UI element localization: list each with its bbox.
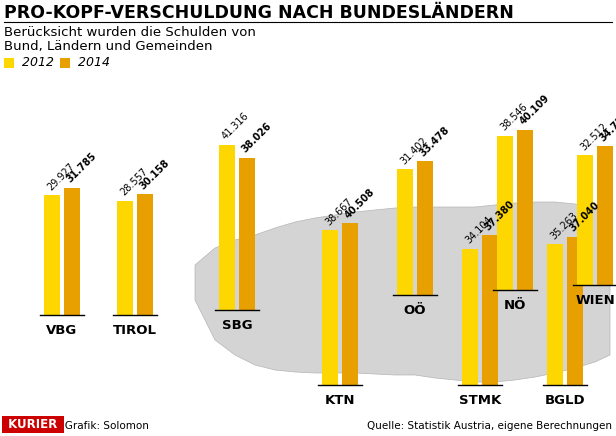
- Bar: [4, 58, 14, 68]
- Text: VBG: VBG: [46, 324, 78, 337]
- Bar: [567, 237, 583, 385]
- Polygon shape: [195, 202, 610, 382]
- Text: 29.927: 29.927: [46, 161, 76, 192]
- Text: SBG: SBG: [222, 319, 253, 332]
- Bar: [238, 158, 254, 310]
- Text: Berücksicht wurden die Schulden von: Berücksicht wurden die Schulden von: [4, 26, 256, 39]
- Text: Quelle: Statistik Austria, eigene Berechnungen: Quelle: Statistik Austria, eigene Berech…: [367, 421, 612, 431]
- Bar: [463, 249, 479, 385]
- Bar: [63, 188, 79, 315]
- Text: 34.726: 34.726: [598, 109, 616, 143]
- Text: 28.557: 28.557: [118, 167, 150, 198]
- Bar: [548, 244, 564, 385]
- Bar: [397, 170, 413, 295]
- Bar: [118, 201, 134, 315]
- Text: 37.380: 37.380: [482, 199, 516, 232]
- Text: 31.785: 31.785: [65, 151, 98, 185]
- Text: Grafik: Solomon: Grafik: Solomon: [55, 421, 149, 431]
- Text: 37.040: 37.040: [567, 200, 601, 234]
- Bar: [497, 136, 513, 290]
- Text: 34.104: 34.104: [463, 215, 494, 245]
- Bar: [416, 161, 432, 295]
- Bar: [219, 145, 235, 310]
- Text: 38.546: 38.546: [498, 102, 529, 133]
- Text: TIROL: TIROL: [113, 324, 157, 337]
- Bar: [577, 155, 593, 285]
- Text: NÖ: NÖ: [504, 299, 526, 312]
- Text: 38.026: 38.026: [240, 121, 274, 155]
- Text: 40.508: 40.508: [342, 186, 376, 220]
- Text: 40.109: 40.109: [517, 93, 551, 126]
- Text: Bund, Ländern und Gemeinden: Bund, Ländern und Gemeinden: [4, 40, 213, 53]
- Bar: [517, 129, 533, 290]
- Bar: [322, 230, 338, 385]
- Text: 32.512: 32.512: [578, 121, 609, 152]
- Text: KTN: KTN: [325, 394, 355, 407]
- Text: WIEN: WIEN: [575, 294, 615, 307]
- Text: 2012: 2012: [18, 57, 54, 69]
- Bar: [60, 58, 70, 68]
- Text: PRO-KOPF-VERSCHULDUNG NACH BUNDESLÄNDERN: PRO-KOPF-VERSCHULDUNG NACH BUNDESLÄNDERN: [4, 4, 514, 22]
- Text: 38.667: 38.667: [323, 196, 354, 227]
- Text: 2014: 2014: [74, 57, 110, 69]
- Text: 31.402: 31.402: [399, 136, 429, 167]
- Text: STMK: STMK: [459, 394, 501, 407]
- Text: OÖ: OÖ: [403, 304, 426, 317]
- Text: 33.478: 33.478: [418, 124, 451, 158]
- Bar: [342, 223, 358, 385]
- Bar: [482, 235, 498, 385]
- Text: BGLD: BGLD: [545, 394, 585, 407]
- Text: 30.158: 30.158: [137, 158, 171, 191]
- Bar: [137, 194, 153, 315]
- Bar: [597, 146, 612, 285]
- Text: KURIER: KURIER: [4, 418, 62, 431]
- Text: 35.263: 35.263: [548, 210, 580, 241]
- Text: 41.316: 41.316: [221, 111, 251, 142]
- Bar: [44, 195, 60, 315]
